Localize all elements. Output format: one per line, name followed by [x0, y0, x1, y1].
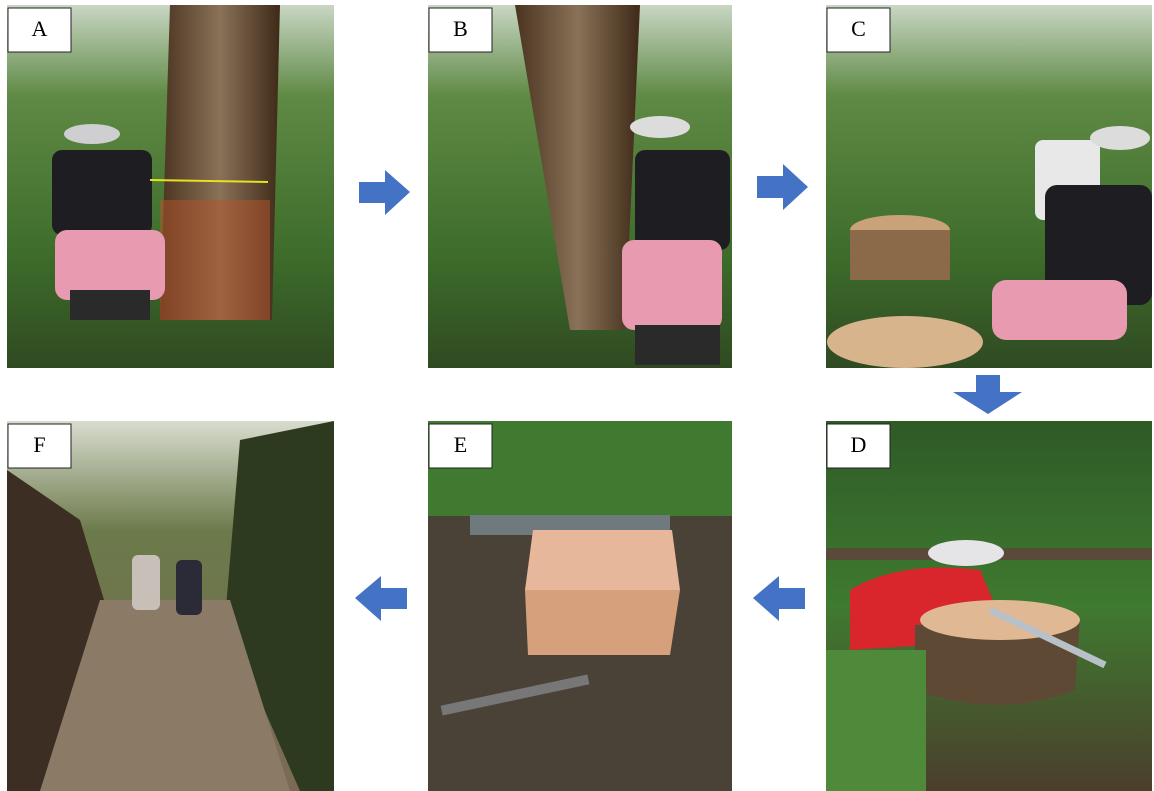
- panel-label: A: [32, 16, 48, 41]
- panel-label: E: [454, 432, 467, 457]
- photo-a: [7, 5, 334, 368]
- photo-e: [428, 421, 732, 791]
- photo-c: [826, 5, 1152, 368]
- arrow-left: [355, 576, 407, 621]
- photo-d: [826, 421, 1152, 791]
- arrow-right: [757, 164, 808, 210]
- panel-label: D: [851, 432, 867, 457]
- arrow-left: [753, 576, 805, 621]
- panel-label: B: [453, 16, 468, 41]
- figure: A B C D E F: [0, 0, 1154, 791]
- panel-label: C: [851, 16, 866, 41]
- photo-b: [428, 5, 732, 368]
- arrow-down: [953, 375, 1022, 414]
- panel-label: F: [33, 432, 45, 457]
- photo-f: [7, 421, 334, 791]
- arrow-right: [359, 170, 410, 215]
